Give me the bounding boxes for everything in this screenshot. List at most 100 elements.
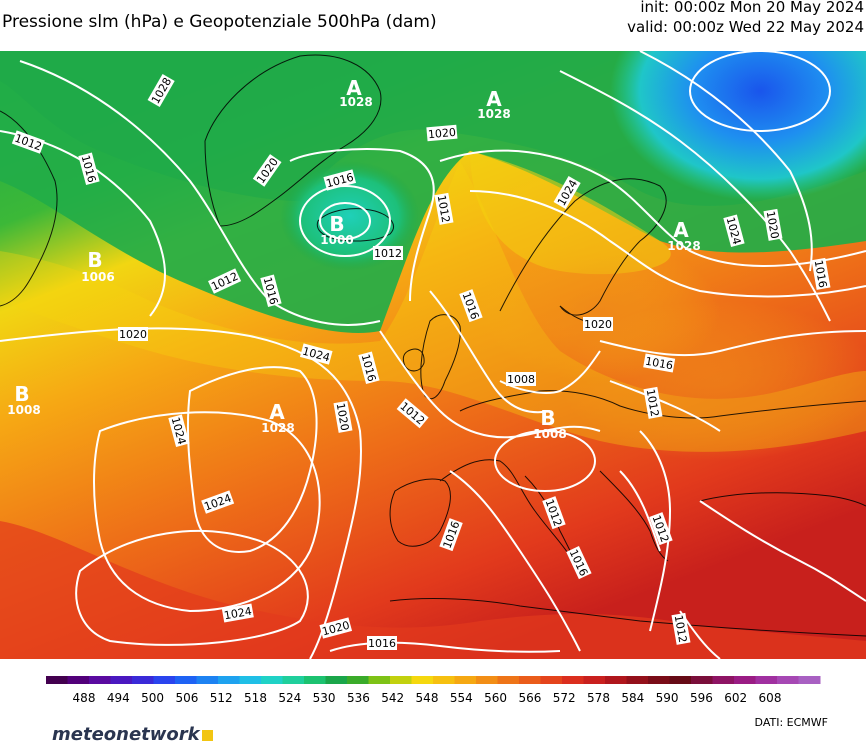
isobar-label: 1020 xyxy=(426,124,458,142)
colorbar-tick-label: 548 xyxy=(416,691,439,705)
svg-text:B: B xyxy=(540,406,555,430)
svg-text:B: B xyxy=(329,212,344,236)
svg-text:1028: 1028 xyxy=(667,239,700,253)
pressure-center-a-greenland: A 1028 xyxy=(339,76,372,109)
colorbar-tick-label: 554 xyxy=(450,691,473,705)
colorbar-swatch xyxy=(626,676,649,684)
svg-text:1020: 1020 xyxy=(427,126,456,141)
isobar-label: 1012 xyxy=(671,612,691,645)
pressure-center-a-norwegian-sea: A 1028 xyxy=(477,87,510,121)
svg-text:A: A xyxy=(486,87,502,111)
colorbar-swatch xyxy=(669,676,692,684)
svg-text:1016: 1016 xyxy=(368,637,396,650)
isobar-label: 1012 xyxy=(643,386,663,419)
colorbar-swatch xyxy=(239,676,262,684)
colorbar-tick-label: 578 xyxy=(587,691,610,705)
colorbar-tick-label: 572 xyxy=(553,691,576,705)
weather-map: 1012 1016 1028 1012 1016 1020 1016 1012 … xyxy=(0,51,866,659)
colorbar-swatch xyxy=(433,676,455,684)
colorbar-swatch xyxy=(218,676,240,684)
colorbar-swatches xyxy=(46,676,821,684)
svg-text:1016: 1016 xyxy=(812,259,830,289)
colorbar-tick-label: 590 xyxy=(656,691,679,705)
svg-text:A: A xyxy=(269,400,285,424)
colorbar-swatch xyxy=(605,676,627,684)
svg-text:1000: 1000 xyxy=(320,233,353,247)
isobar-label: 1020 xyxy=(763,208,783,241)
pressure-center-b-atlantic: B 1008 xyxy=(7,382,40,417)
colorbar-swatch xyxy=(46,676,68,684)
colorbar-swatch xyxy=(261,676,283,684)
isobars xyxy=(0,51,866,659)
brand-logo: meteonetwork xyxy=(52,724,213,745)
svg-text:1024: 1024 xyxy=(223,605,253,623)
colorbar-swatch xyxy=(519,676,541,684)
colorbar-tick-label: 560 xyxy=(484,691,507,705)
colorbar-swatch xyxy=(282,676,305,684)
svg-text:1008: 1008 xyxy=(533,427,566,441)
colorbar-swatch xyxy=(476,676,498,684)
colorbar-swatch xyxy=(67,676,90,684)
colorbar-swatch xyxy=(734,676,756,684)
isobar-label: 1020 xyxy=(118,327,148,341)
isobar-label: 1020 xyxy=(333,400,353,433)
pressure-center-b-labrador: B 1006 xyxy=(81,248,114,284)
svg-text:1028: 1028 xyxy=(477,107,510,121)
pressure-center-a-russia: A 1028 xyxy=(667,218,700,253)
colorbar-swatch xyxy=(110,676,133,684)
colorbar-swatch xyxy=(368,676,391,684)
brand-square-icon xyxy=(201,729,213,741)
isobar-label: 1012 xyxy=(434,192,454,225)
colorbar-swatch xyxy=(583,676,606,684)
isobar-label: 1016 xyxy=(367,636,397,650)
colorbar-swatch xyxy=(304,676,326,684)
isobar-label: 1016 xyxy=(811,257,831,290)
colorbar-tick-label: 506 xyxy=(175,691,198,705)
colorbar-tick-label: 542 xyxy=(381,691,404,705)
colorbar-tick-label: 530 xyxy=(313,691,336,705)
colorbar-swatch xyxy=(562,676,584,684)
pressure-centers: A 1028 A 1028 B 1000 B 1006 B 1008 A 102… xyxy=(7,76,700,441)
svg-text:1020: 1020 xyxy=(584,318,612,331)
colorbar-tick-label: 596 xyxy=(690,691,713,705)
svg-text:1028: 1028 xyxy=(261,421,294,435)
pressure-center-b-iceland: B 1000 xyxy=(320,212,353,247)
svg-text:A: A xyxy=(673,218,689,242)
map-title: Pressione slm (hPa) e Geopotenziale 500h… xyxy=(2,12,437,32)
isobar-label: 1024 xyxy=(221,603,254,623)
isobar-label: 1016 xyxy=(643,353,676,373)
colorbar-tick-label: 518 xyxy=(244,691,267,705)
colorbar-swatch xyxy=(712,676,735,684)
colorbar-swatch xyxy=(132,676,154,684)
colorbar-ticks: 488 494 500 506 512 518 524 530 536 542 548 554 560 5… xyxy=(73,691,782,705)
coastlines xyxy=(0,54,866,637)
colorbar-swatch xyxy=(325,676,348,684)
colorbar-tick-label: 608 xyxy=(759,691,782,705)
init-time: init: 00:00z Mon 20 May 2024 xyxy=(640,0,864,16)
valid-time: valid: 00:00z Wed 22 May 2024 xyxy=(627,18,864,36)
run-info: init: 00:00z Mon 20 May 2024 valid: 00:0… xyxy=(627,0,864,37)
svg-text:1008: 1008 xyxy=(507,373,535,386)
colorbar-swatch xyxy=(390,676,412,684)
svg-text:1012: 1012 xyxy=(435,194,453,224)
colorbar-tick-label: 584 xyxy=(621,691,644,705)
isobar-labels: 1012 1016 1028 1012 1016 1020 1016 1012 … xyxy=(11,74,831,650)
svg-text:1008: 1008 xyxy=(7,403,40,417)
colorbar-tick-label: 488 xyxy=(73,691,96,705)
isobar-label: 1008 xyxy=(506,372,536,386)
pressure-center-b-central-europe: B 1008 xyxy=(533,406,566,441)
colorbar-swatch xyxy=(497,676,520,684)
colorbar-swatch xyxy=(798,676,821,684)
svg-text:1012: 1012 xyxy=(374,247,402,260)
colorbar-swatch xyxy=(89,676,111,684)
colorbar-swatch xyxy=(777,676,799,684)
svg-text:1020: 1020 xyxy=(334,402,352,432)
colorbar-swatch xyxy=(648,676,670,684)
colorbar-tick-label: 566 xyxy=(518,691,541,705)
svg-text:1020: 1020 xyxy=(764,210,782,240)
colorbar-swatch xyxy=(411,676,434,684)
colorbar-swatch xyxy=(454,676,477,684)
colorbar-swatch xyxy=(153,676,176,684)
colorbar-tick-label: 536 xyxy=(347,691,370,705)
colorbar-swatch xyxy=(196,676,219,684)
